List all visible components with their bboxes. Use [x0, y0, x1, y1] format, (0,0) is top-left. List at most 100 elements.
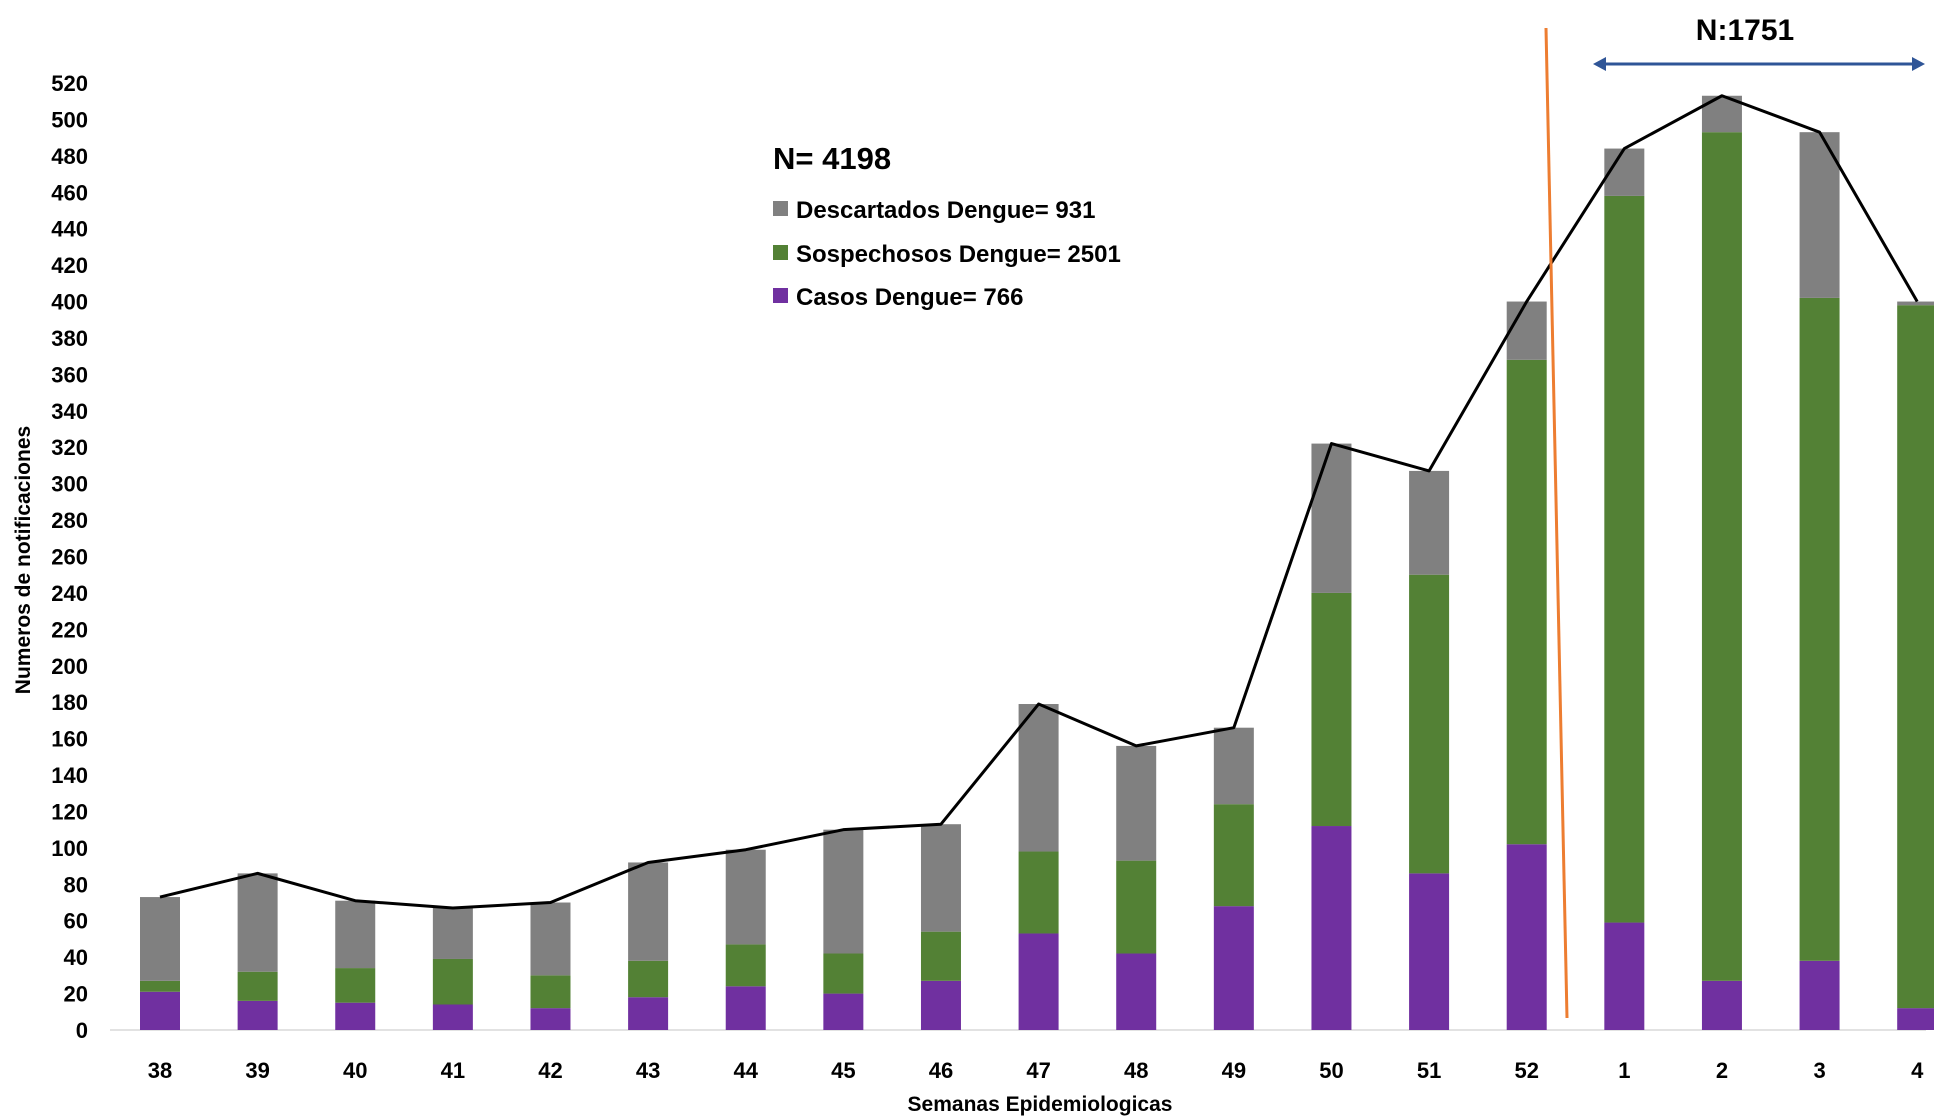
span-label: N:1751 [1696, 14, 1794, 47]
y-tick-label: 0 [76, 1018, 88, 1043]
bar-segment-sospechosos [725, 944, 766, 987]
x-tick-label: 46 [929, 1058, 953, 1083]
x-axis-label: Semanas Epidemiologicas [908, 1093, 1173, 1116]
y-tick-label: 400 [51, 290, 88, 315]
bar-segment-descartados [1311, 443, 1352, 593]
bar-segment-descartados [1506, 301, 1547, 360]
bar-segment-descartados [1213, 727, 1254, 805]
x-tick-label: 51 [1417, 1058, 1441, 1083]
x-tick-label: 40 [343, 1058, 367, 1083]
x-tick-label: 52 [1514, 1058, 1538, 1083]
bar-segment-casos [140, 991, 180, 1030]
bar-segment-sospechosos [432, 958, 473, 1005]
bar-segment-casos [1116, 953, 1157, 1030]
y-tick-label: 160 [51, 727, 88, 752]
y-tick-label: 140 [51, 763, 88, 788]
bar-segment-sospechosos [823, 953, 864, 994]
y-tick-label: 340 [51, 399, 88, 424]
x-tick-label: 3 [1813, 1058, 1825, 1083]
x-tick-label: 38 [148, 1058, 172, 1083]
x-tick-label: 41 [441, 1058, 465, 1083]
y-tick-label: 360 [51, 362, 88, 387]
bar-segment-descartados [725, 849, 766, 945]
bar-segment-casos [1897, 1008, 1934, 1030]
bar-segment-descartados [432, 907, 473, 959]
bar-segment-casos [1409, 873, 1450, 1030]
legend-label-casos: Casos Dengue= 766 [796, 284, 1023, 311]
x-tick-label: 39 [245, 1058, 269, 1083]
total-line [159, 94, 1919, 910]
y-tick-label: 20 [64, 982, 88, 1007]
x-tick-label: 48 [1124, 1058, 1148, 1083]
span-arrow [1593, 57, 1925, 71]
legend-label-descartados: Descartados Dengue= 931 [796, 197, 1095, 224]
bar-segment-descartados [1799, 132, 1840, 298]
bar-segment-casos [1311, 826, 1352, 1030]
bar-segment-casos [1213, 906, 1254, 1030]
x-tick-label: 42 [538, 1058, 562, 1083]
legend-label-sospechosos: Sospechosos Dengue= 2501 [796, 241, 1121, 268]
x-tick-label: 50 [1319, 1058, 1343, 1083]
y-tick-label: 520 [51, 71, 88, 96]
x-tick-label: 1 [1618, 1058, 1630, 1083]
bar-segment-sospechosos [628, 960, 669, 998]
y-tick-label: 60 [64, 909, 88, 934]
bar-segment-descartados [530, 902, 571, 976]
bar-segment-descartados [1018, 704, 1059, 852]
bar-segment-sospechosos [920, 931, 961, 981]
bar-segment-descartados [823, 829, 864, 954]
bar-segment-sospechosos [1018, 851, 1059, 934]
x-tick-label: 47 [1026, 1058, 1050, 1083]
bar-segment-sospechosos [1311, 592, 1352, 827]
bar-segment-sospechosos [1116, 860, 1157, 954]
x-tick-label: 44 [733, 1058, 758, 1083]
bar-segment-casos [823, 993, 864, 1030]
y-tick-label: 180 [51, 690, 88, 715]
x-tick-label: 45 [831, 1058, 855, 1083]
y-tick-label: 280 [51, 508, 88, 533]
y-tick-label: 420 [51, 253, 88, 278]
bar-segment-casos [1604, 922, 1645, 1030]
y-tick-label: 120 [51, 799, 88, 824]
bar-segment-sospechosos [1897, 305, 1934, 1009]
y-tick-label: 500 [51, 107, 88, 132]
bar-segment-descartados [335, 900, 376, 969]
bar-segment-descartados [628, 862, 669, 961]
y-tick-label: 200 [51, 654, 88, 679]
bar-segment-casos [237, 1000, 278, 1030]
legend-swatch-descartados [773, 201, 788, 216]
y-tick-label: 300 [51, 472, 88, 497]
y-tick-label: 100 [51, 836, 88, 861]
x-tick-label: 4 [1911, 1058, 1924, 1083]
y-tick-label: 260 [51, 545, 88, 570]
y-tick-label: 40 [64, 945, 88, 970]
bar-segment-sospechosos [1409, 574, 1450, 874]
bar-segment-casos [1506, 844, 1547, 1030]
bar-segment-sospechosos [530, 975, 571, 1009]
y-axis-ticks: 0 20 40 60 80 100 120 140 160 180 200 220 240 260 280 3… [51, 71, 88, 1043]
y-tick-label: 440 [51, 217, 88, 242]
legend-title: N= 4198 [773, 141, 891, 176]
bar-segment-sospechosos [1799, 297, 1840, 961]
y-axis-label: Numeros de notificaciones [12, 426, 35, 694]
bar-segment-casos [725, 986, 766, 1030]
x-tick-label: 49 [1222, 1058, 1246, 1083]
bar-segment-casos [432, 1004, 473, 1030]
bar-segment-casos [1799, 960, 1840, 1030]
legend: N= 4198 Descartados Dengue= 931 Sospecho… [773, 141, 1121, 311]
y-tick-label: 240 [51, 581, 88, 606]
y-tick-label: 220 [51, 617, 88, 642]
legend-swatch-sospechosos [773, 245, 788, 260]
bar-segment-descartados [1409, 470, 1450, 575]
bar-segment-descartados [1897, 301, 1934, 306]
bar-segment-sospechosos [335, 968, 376, 1003]
y-tick-label: 480 [51, 144, 88, 169]
bar-segment-sospechosos [1604, 195, 1645, 923]
bar-segment-sospechosos [140, 980, 180, 992]
bar-segment-descartados [237, 873, 278, 972]
bar-segment-casos [335, 1002, 376, 1030]
x-tick-label: 2 [1716, 1058, 1728, 1083]
divider-line [1544, 27, 1569, 1019]
y-tick-label: 320 [51, 435, 88, 460]
